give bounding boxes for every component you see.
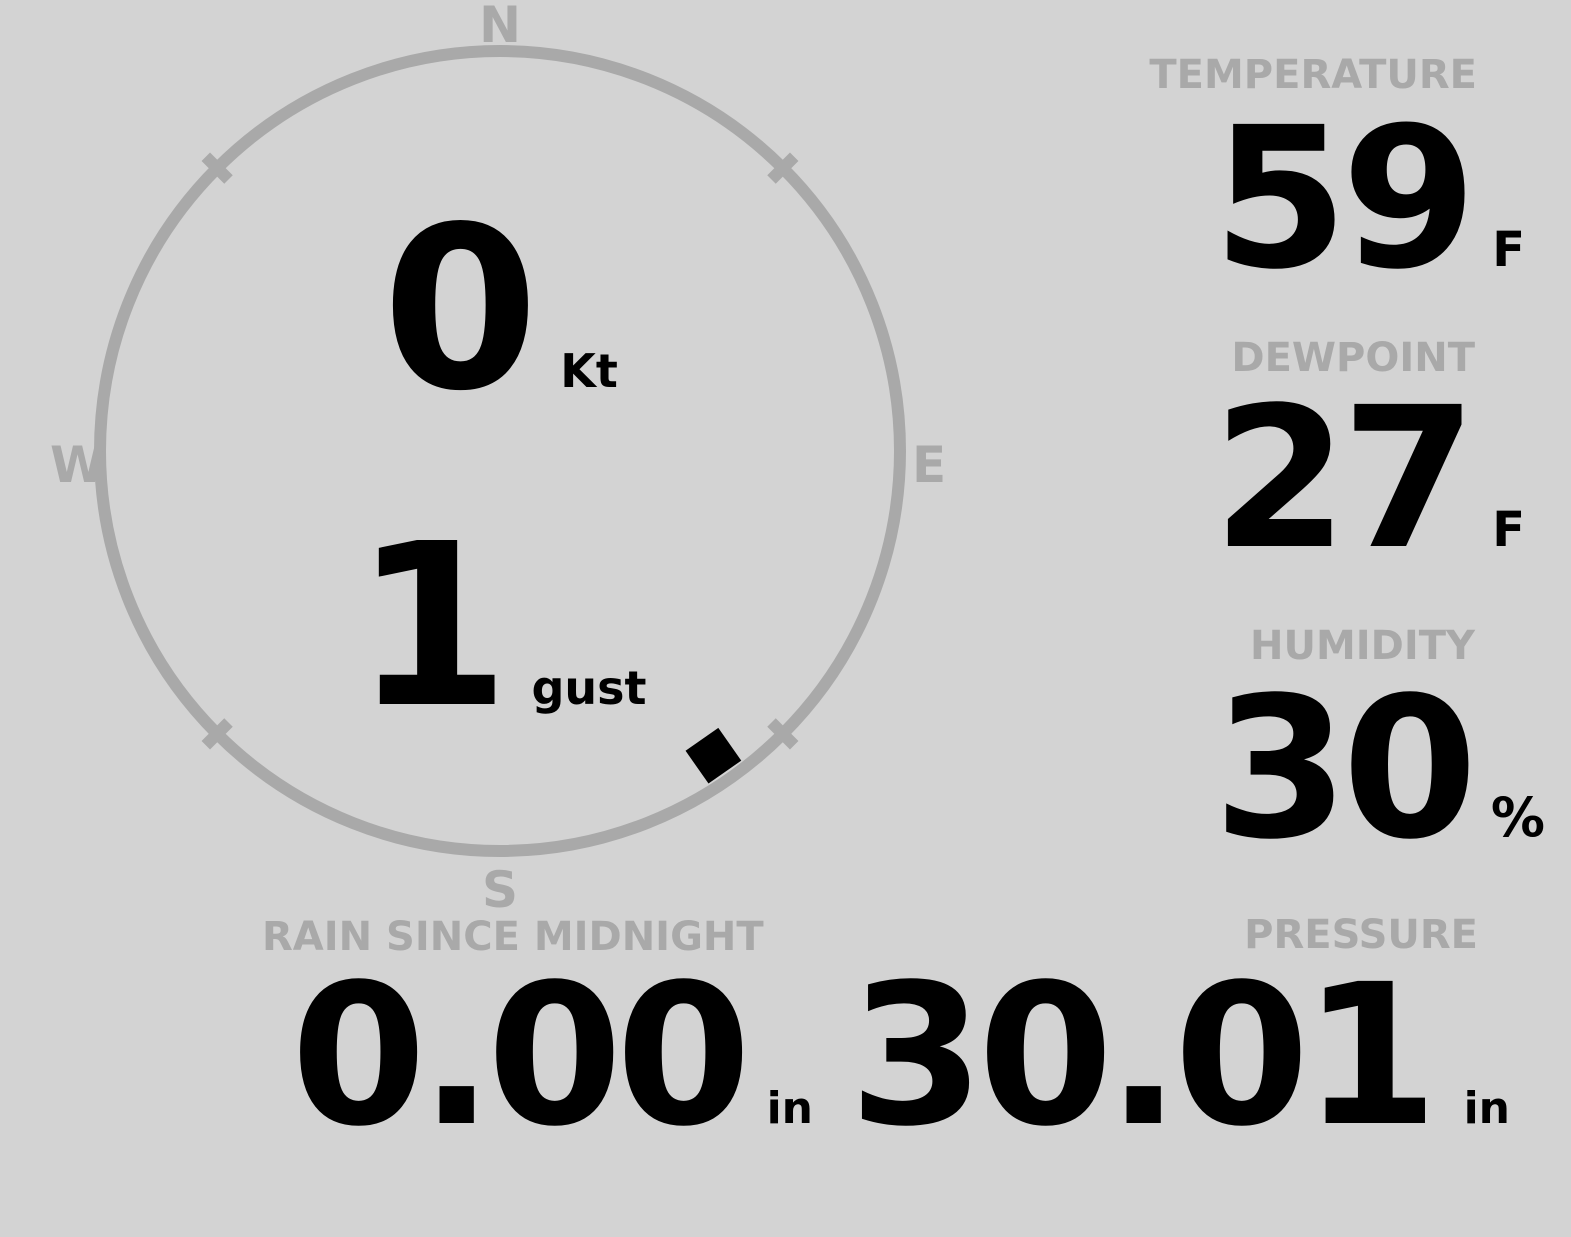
wind-gust-readout: 1 gust [100,515,900,740]
tick-se [767,718,799,750]
dewpoint-label: DEWPOINT [1231,335,1475,381]
tick-sw [201,718,233,750]
dewpoint-value: 27 [1212,365,1477,592]
pressure-label: PRESSURE [1244,912,1478,958]
rain-readout: 0.00 in [291,958,813,1153]
pressure-readout: 30.01 in [849,958,1510,1153]
humidity-value: 30 [1213,655,1478,882]
tick-nw [201,152,233,184]
temperature-readout: 59 F [1212,101,1525,296]
wind-speed-unit: Kt [560,344,618,398]
rain-label: RAIN SINCE MIDNIGHT [262,914,764,960]
dewpoint-readout: 27 F [1212,381,1525,576]
dewpoint-unit: F [1492,502,1525,558]
temperature-label: TEMPERATURE [1149,52,1477,98]
rain-unit: in [766,1083,813,1134]
wind-speed-value: 0 [382,179,539,441]
tick-ne [767,152,799,184]
humidity-readout: 30 % [1213,671,1545,866]
wind-direction-marker [685,727,742,784]
compass-label-south: S [481,861,519,919]
humidity-label: HUMIDITY [1250,623,1475,669]
rain-value: 0.00 [290,942,752,1169]
pressure-unit: in [1463,1083,1510,1134]
pressure-value: 30.01 [848,942,1439,1169]
temperature-unit: F [1492,222,1525,278]
compass-label-north: N [479,0,521,54]
humidity-unit: % [1490,786,1545,849]
wind-gust-unit: gust [531,661,647,715]
compass-intercardinal-ticks [201,152,799,750]
compass-label-east: E [912,436,947,494]
wind-gust-value: 1 [353,496,510,758]
wind-compass-gauge [94,45,906,857]
compass-ring [94,45,906,857]
wind-speed-readout: 0 Kt [100,198,900,423]
compass-label-west: W [50,436,106,494]
temperature-value: 59 [1212,85,1477,312]
